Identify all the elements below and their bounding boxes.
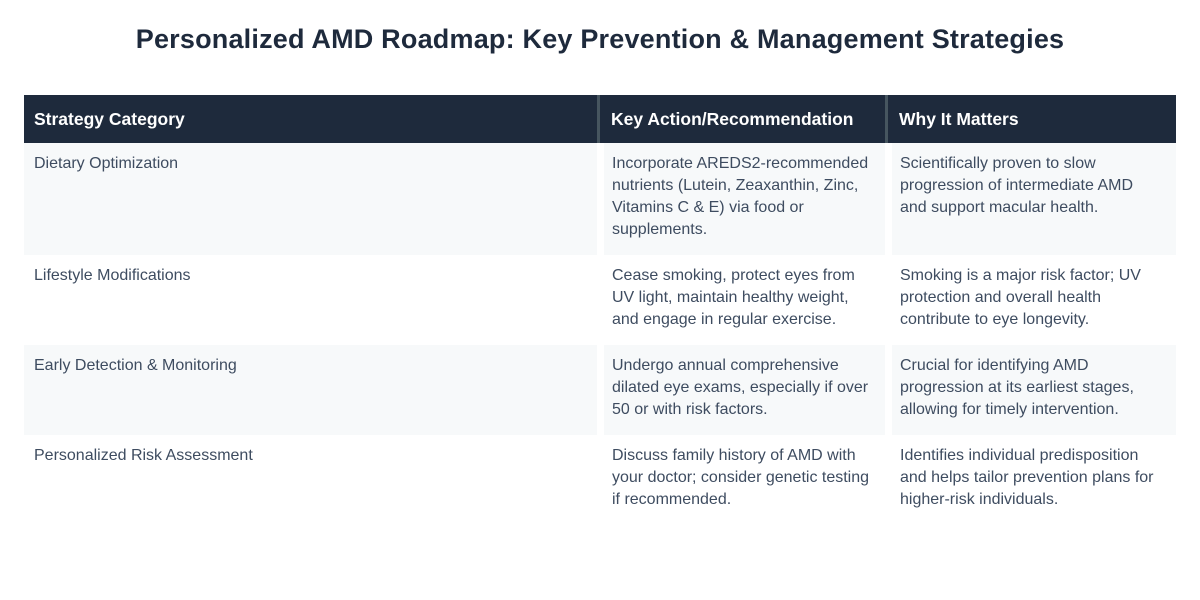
column-header-strategy-category: Strategy Category	[24, 95, 597, 143]
cell-category: Dietary Optimization	[24, 143, 597, 255]
strategies-table: Strategy Category Key Action/Recommendat…	[24, 95, 1176, 525]
cell-category: Personalized Risk Assessment	[24, 435, 597, 525]
cell-action: Cease smoking, protect eyes from UV ligh…	[597, 255, 885, 345]
cell-action: Undergo annual comprehensive dilated eye…	[597, 345, 885, 435]
table-header: Strategy Category Key Action/Recommendat…	[24, 95, 1176, 143]
cell-why: Crucial for identifying AMD progression …	[885, 345, 1176, 435]
table-row: Dietary Optimization Incorporate AREDS2-…	[24, 143, 1176, 255]
column-header-key-action: Key Action/Recommendation	[597, 95, 885, 143]
header-row: Strategy Category Key Action/Recommendat…	[24, 95, 1176, 143]
table-row: Personalized Risk Assessment Discuss fam…	[24, 435, 1176, 525]
table-row: Early Detection & Monitoring Undergo ann…	[24, 345, 1176, 435]
cell-why: Scientifically proven to slow progressio…	[885, 143, 1176, 255]
cell-category: Early Detection & Monitoring	[24, 345, 597, 435]
table-body: Dietary Optimization Incorporate AREDS2-…	[24, 143, 1176, 525]
cell-why: Identifies individual predisposition and…	[885, 435, 1176, 525]
page-title: Personalized AMD Roadmap: Key Prevention…	[135, 24, 1065, 54]
cell-action: Discuss family history of AMD with your …	[597, 435, 885, 525]
cell-why: Smoking is a major risk factor; UV prote…	[885, 255, 1176, 345]
cell-category: Lifestyle Modifications	[24, 255, 597, 345]
cell-action: Incorporate AREDS2-recommended nutrients…	[597, 143, 885, 255]
column-header-why-it-matters: Why It Matters	[885, 95, 1176, 143]
table-row: Lifestyle Modifications Cease smoking, p…	[24, 255, 1176, 345]
